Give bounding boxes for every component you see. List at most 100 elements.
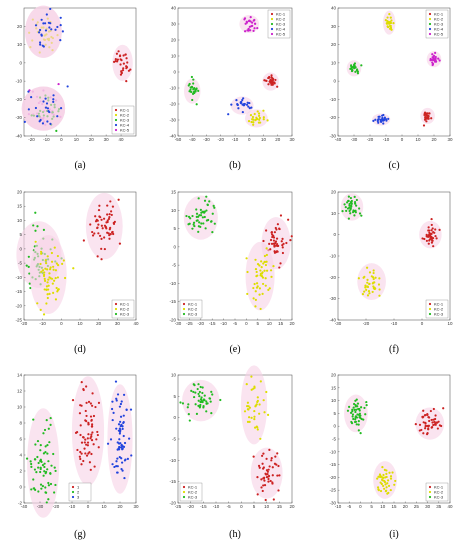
- point-KC-3: [192, 390, 195, 394]
- point-KC-2: [368, 282, 371, 285]
- point-KC-1: [428, 419, 431, 423]
- point-KC-3: [355, 69, 358, 72]
- point-3: [114, 380, 118, 383]
- legend-marker: [114, 128, 118, 132]
- legend-label: KC-2: [120, 112, 130, 117]
- point-2: [25, 457, 29, 460]
- point-KC-2: [389, 475, 393, 478]
- point-KC-3: [185, 214, 188, 218]
- point-KC-4: [23, 120, 26, 123]
- point-KC-2: [357, 277, 360, 280]
- point-KC-1: [262, 484, 265, 487]
- y-tick-label: 10: [331, 398, 337, 403]
- cluster-halo: [357, 263, 386, 301]
- point-KC-3: [201, 386, 204, 389]
- y-tick-label: -15: [169, 299, 176, 304]
- point-KC-2: [384, 483, 387, 486]
- point-1: [82, 388, 85, 391]
- legend-box: [425, 299, 449, 319]
- point-KC-2: [368, 292, 371, 295]
- point-KC-2: [372, 287, 375, 290]
- y-tick-label: -5: [332, 437, 336, 442]
- point-KC-3: [206, 203, 209, 207]
- point-KC-4: [49, 7, 52, 10]
- point-KC-1: [274, 226, 277, 230]
- point-KC-3: [199, 385, 202, 389]
- point-KC-1: [427, 424, 431, 427]
- point-3: [112, 411, 115, 415]
- point-KC-3: [364, 413, 367, 416]
- point-KC-2: [249, 114, 253, 117]
- legend-marker: [270, 22, 274, 26]
- point-KC-4: [241, 98, 244, 102]
- point-2: [53, 466, 56, 469]
- point-KC-4: [56, 115, 59, 118]
- x-tick-label: 20: [289, 321, 295, 326]
- point-KC-3: [198, 214, 201, 217]
- y-tick-label: -10: [329, 254, 336, 259]
- y-tick-label: 20: [17, 24, 23, 29]
- point-1: [92, 443, 95, 446]
- y-tick-label: 20: [331, 373, 337, 378]
- point-KC-1: [276, 452, 279, 455]
- point-KC-1: [258, 466, 261, 469]
- point-2: [39, 483, 43, 486]
- point-KC-2: [382, 484, 385, 488]
- x-tick-label: 20: [289, 504, 295, 509]
- point-KC-2: [253, 426, 257, 429]
- legend-marker: [114, 118, 118, 122]
- y-tick-label: 20: [171, 38, 177, 43]
- x-tick-label: 30: [425, 504, 431, 509]
- y-tick-label: -5: [172, 263, 176, 268]
- point-KC-3: [360, 64, 363, 67]
- point-KC-3: [350, 67, 353, 70]
- point-KC-3: [357, 423, 360, 426]
- x-tick-label: -10: [213, 504, 220, 509]
- point-KC-1: [427, 415, 430, 419]
- point-KC-1: [414, 423, 417, 426]
- point-KC-2: [385, 486, 388, 489]
- point-KC-2: [252, 121, 255, 124]
- point-KC-2: [392, 22, 395, 25]
- x-tick-label: 15: [391, 504, 397, 509]
- point-KC-1: [115, 52, 119, 55]
- point-KC-1: [430, 229, 433, 232]
- point-3: [124, 458, 127, 461]
- point-KC-4: [59, 24, 62, 27]
- point-KC-3: [203, 394, 206, 397]
- point-3: [122, 445, 126, 448]
- point-KC-3: [27, 265, 30, 269]
- point-KC-1: [256, 493, 259, 496]
- point-KC-3: [353, 214, 356, 217]
- legend-marker: [428, 17, 432, 21]
- point-KC-5: [432, 56, 435, 59]
- point-KC-2: [377, 283, 381, 286]
- point-KC-3: [213, 206, 216, 209]
- point-KC-3: [211, 231, 214, 234]
- point-KC-1: [113, 220, 116, 223]
- point-KC-2: [389, 24, 392, 27]
- point-KC-2: [53, 246, 56, 249]
- point-KC-1: [109, 226, 112, 229]
- point-KC-2: [45, 285, 49, 288]
- point-KC-2: [365, 288, 368, 292]
- point-3: [118, 448, 121, 451]
- point-KC-2: [378, 288, 381, 291]
- cluster-halo: [112, 44, 133, 81]
- point-KC-3: [187, 403, 190, 406]
- point-KC-1: [261, 462, 264, 465]
- point-KC-3: [192, 82, 195, 85]
- point-3: [113, 465, 116, 469]
- point-KC-2: [258, 287, 262, 290]
- point-KC-2: [54, 277, 57, 280]
- x-tick-label: 0: [421, 321, 424, 326]
- point-KC-1: [434, 234, 437, 238]
- y-tick-label: 10: [331, 211, 337, 216]
- point-3: [115, 397, 118, 400]
- y-tick-label: -40: [15, 134, 22, 139]
- point-KC-1: [432, 245, 435, 248]
- point-KC-3: [27, 255, 30, 258]
- point-KC-2: [386, 16, 389, 19]
- y-tick-label: 0: [19, 60, 22, 65]
- legend-box: [111, 105, 135, 135]
